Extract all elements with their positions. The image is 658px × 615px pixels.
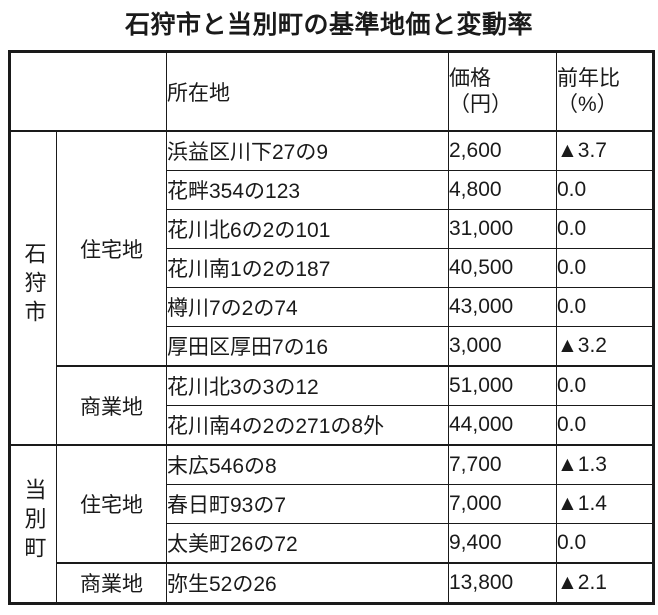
price-header-line2: （円）: [449, 92, 513, 116]
location-header: 所在地: [166, 51, 449, 132]
yoy-cell: 0.0: [556, 287, 654, 327]
price-header-line1: 価格: [449, 66, 492, 90]
table-row: 花川北6の2の101 31,000 0.0: [10, 209, 654, 249]
location-cell: 花畔354の123: [166, 170, 449, 210]
table-row: 太美町26の72 9,400 0.0: [10, 523, 654, 564]
land-type-label: 商業地: [56, 365, 167, 446]
location-cell: 末広546の8: [166, 444, 449, 485]
location-cell: 太美町26の72: [166, 523, 449, 564]
land-price-table: 所在地 価格 （円） 前年比 （%） 石狩市 住宅地 浜益区川下27の9 2,600 ▲3.…: [8, 50, 655, 605]
city-label-text: 石狩市: [21, 241, 47, 329]
table-row: 花川南1の2の187 40,500 0.0: [10, 248, 654, 288]
yoy-header-line2: （%）: [557, 92, 618, 116]
location-cell: 花川北6の2の101: [166, 209, 449, 249]
yoy-cell: ▲2.1: [556, 562, 654, 604]
table-row: 商業地 花川北3の3の12 51,000 0.0: [10, 365, 654, 446]
land-type-label: 住宅地: [56, 130, 167, 367]
location-cell: 厚田区厚田7の16: [166, 326, 449, 367]
corner-header-cell: [9, 51, 167, 132]
price-cell: 9,400: [448, 523, 557, 564]
city-label: 石狩市: [9, 130, 57, 446]
price-cell: 2,600: [448, 130, 557, 171]
location-cell: 浜益区川下27の9: [166, 130, 449, 171]
yoy-header: 前年比 （%）: [556, 51, 654, 132]
location-cell: 花川南1の2の187: [166, 248, 449, 288]
yoy-cell: ▲1.3: [556, 444, 654, 485]
yoy-header-line1: 前年比: [557, 66, 621, 90]
price-header: 価格 （円）: [448, 51, 557, 132]
city-label-text: 当別町: [21, 477, 47, 565]
yoy-cell: ▲3.7: [556, 130, 654, 171]
table-body: 石狩市 住宅地 浜益区川下27の9 2,600 ▲3.7 花畔354の123 4,800 0.…: [9, 130, 654, 604]
yoy-cell: 0.0: [556, 365, 654, 406]
table-header-row: 所在地 価格 （円） 前年比 （%）: [9, 51, 654, 132]
page-title: 石狩市と当別町の基準地価と変動率: [124, 11, 533, 39]
table-row: 石狩市 住宅地 浜益区川下27の9 2,600 ▲3.7: [9, 130, 654, 446]
yoy-cell: 0.0: [556, 523, 654, 564]
location-cell: 春日町93の7: [166, 484, 449, 524]
yoy-cell: 0.0: [556, 209, 654, 249]
price-cell: 31,000: [448, 209, 557, 249]
price-cell: 40,500: [448, 248, 557, 288]
location-cell: 弥生52の26: [166, 562, 449, 604]
location-cell: 花川南4の2の271の8外: [166, 405, 449, 446]
location-cell: 花川北3の3の12: [166, 365, 449, 406]
land-type-label: 商業地: [56, 562, 167, 604]
table-row: 商業地 弥生52の26 13,800 ▲2.1: [10, 562, 654, 604]
price-cell: 44,000: [448, 405, 557, 446]
table-row: 花川南4の2の271の8外 44,000 0.0: [10, 405, 654, 446]
price-cell: 43,000: [448, 287, 557, 327]
price-cell: 51,000: [448, 365, 557, 406]
yoy-cell: ▲1.4: [556, 484, 654, 524]
location-cell: 樽川7の2の74: [166, 287, 449, 327]
yoy-cell: 0.0: [556, 170, 654, 210]
table-row: 春日町93の7 7,000 ▲1.4: [10, 484, 654, 524]
price-cell: 13,800: [448, 562, 557, 604]
yoy-cell: 0.0: [556, 248, 654, 288]
price-cell: 4,800: [448, 170, 557, 210]
land-type-label: 住宅地: [56, 444, 167, 564]
yoy-cell: 0.0: [556, 405, 654, 446]
table-row: 厚田区厚田7の16 3,000 ▲3.2: [10, 326, 654, 367]
yoy-cell: ▲3.2: [556, 326, 654, 367]
price-cell: 7,700: [448, 444, 557, 485]
table-row: 花畔354の123 4,800 0.0: [10, 170, 654, 210]
price-cell: 3,000: [448, 326, 557, 367]
price-cell: 7,000: [448, 484, 557, 524]
table-row: 当別町 住宅地 末広546の8 7,700 ▲1.3: [9, 444, 654, 604]
city-label: 当別町: [9, 444, 57, 604]
table-row: 樽川7の2の74 43,000 0.0: [10, 287, 654, 327]
